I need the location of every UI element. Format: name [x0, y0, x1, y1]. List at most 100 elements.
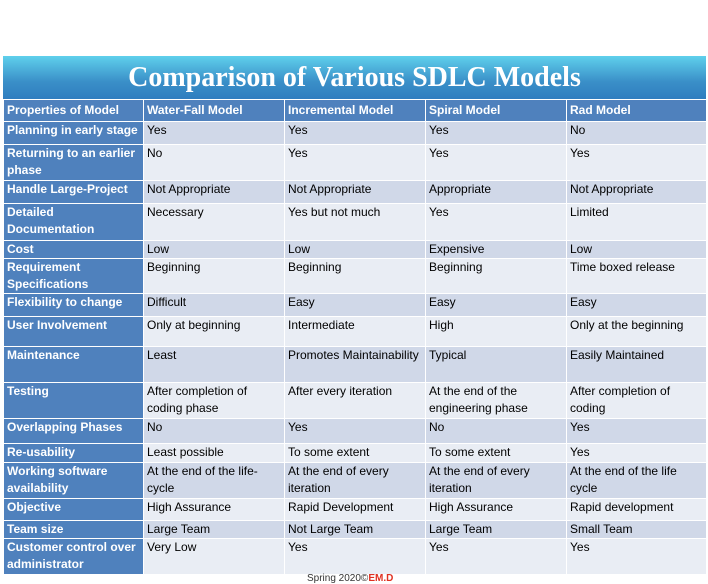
property-cell: Testing [3, 382, 144, 419]
table-cell: Not Appropriate [284, 180, 426, 204]
table-cell: After completion of coding [566, 382, 707, 419]
table-cell: Yes [143, 121, 285, 145]
table-cell: Only at the beginning [566, 316, 707, 347]
table-cell: Rapid Development [284, 498, 426, 521]
table-row: User Involvement Only at beginning Interme… [3, 316, 707, 347]
table-cell: Difficult [143, 293, 285, 317]
table-cell: Not Appropriate [143, 180, 285, 204]
table-cell: Limited [566, 203, 707, 241]
footer: Spring 2020©EM.D [307, 573, 393, 584]
table-cell: Necessary [143, 203, 285, 241]
table-cell: Beginning [284, 258, 426, 294]
header-cell: Incremental Model [284, 99, 426, 122]
table-cell: Small Team [566, 520, 707, 539]
property-cell: Customer control over administrator [3, 538, 144, 575]
table-cell: Low [143, 240, 285, 259]
footer-author: EM.D [368, 573, 394, 584]
table-row: Objective High Assurance Rapid Development… [3, 498, 707, 521]
table-cell: High [425, 316, 567, 347]
property-cell: Cost [3, 240, 144, 259]
property-cell: Objective [3, 498, 144, 521]
table-cell: Low [284, 240, 426, 259]
table-cell: Least [143, 346, 285, 383]
table-row: Requirement Specifications Beginning Begin… [3, 258, 707, 294]
table-row: Flexibility to change Difficult Easy Easy Ea… [3, 293, 707, 317]
table-cell: Yes [284, 538, 426, 575]
table-row: Cost Low Low Expensive Low [3, 240, 707, 259]
table-cell: Very Low [143, 538, 285, 575]
table-cell: Only at beginning [143, 316, 285, 347]
table-cell: Yes but not much [284, 203, 426, 241]
table-cell: To some extent [425, 443, 567, 463]
property-cell: Planning in early stage [3, 121, 144, 145]
header-cell: Properties of Model [3, 99, 144, 122]
table-cell: Easy [425, 293, 567, 317]
table-cell: Intermediate [284, 316, 426, 347]
table-cell: High Assurance [143, 498, 285, 521]
table-cell: At the end of every iteration [425, 462, 567, 499]
table-row: Handle Large-Project Not Appropriate Not A… [3, 180, 707, 204]
table-cell: Typical [425, 346, 567, 383]
table-cell: Yes [425, 203, 567, 241]
table-cell: Yes [284, 121, 426, 145]
table-cell: Yes [566, 144, 707, 181]
property-cell: Handle Large-Project [3, 180, 144, 204]
table-row: Overlapping Phases No Yes No Yes [3, 418, 707, 444]
header-row: Properties of Model Water-Fall Model Incre… [3, 99, 707, 122]
table-cell: Not Large Team [284, 520, 426, 539]
table-row: Team size Large Team Not Large Team Large T… [3, 520, 707, 539]
property-cell: Detailed Documentation [3, 203, 144, 241]
table-cell: Yes [425, 144, 567, 181]
property-cell: Re-usability [3, 443, 144, 463]
property-cell: Requirement Specifications [3, 258, 144, 294]
table-cell: No [143, 418, 285, 444]
footer-text: Spring 2020© [307, 573, 369, 584]
table-cell: Yes [566, 418, 707, 444]
table-cell: Yes [566, 443, 707, 463]
table-row: Working software availability At the end … [3, 462, 707, 499]
table-cell: High Assurance [425, 498, 567, 521]
table-cell: Low [566, 240, 707, 259]
header-cell: Spiral Model [425, 99, 567, 122]
table-cell: At the end of the life-cycle [143, 462, 285, 499]
table-row: Maintenance Least Promotes Maintainability… [3, 346, 707, 383]
table-cell: Yes [425, 538, 567, 575]
table-cell: After every iteration [284, 382, 426, 419]
table-cell: Expensive [425, 240, 567, 259]
property-cell: Returning to an earlier phase [3, 144, 144, 181]
table-cell: Yes [566, 538, 707, 575]
table-cell: At the end of every iteration [284, 462, 426, 499]
table-cell: Yes [284, 144, 426, 181]
table-cell: Promotes Maintainability [284, 346, 426, 383]
table-cell: Not Appropriate [566, 180, 707, 204]
property-cell: Working software availability [3, 462, 144, 499]
property-cell: User Involvement [3, 316, 144, 347]
table-row: Testing After completion of coding phase A… [3, 382, 707, 419]
table-cell: No [425, 418, 567, 444]
table-cell: No [566, 121, 707, 145]
table-cell: No [143, 144, 285, 181]
table-cell: Beginning [143, 258, 285, 294]
table-cell: At the end of the life cycle [566, 462, 707, 499]
table-cell: Easy [566, 293, 707, 317]
table-cell: Time boxed release [566, 258, 707, 294]
table-cell: Yes [425, 121, 567, 145]
table-cell: Rapid development [566, 498, 707, 521]
property-cell: Maintenance [3, 346, 144, 383]
table-row: Detailed Documentation Necessary Yes but n… [3, 203, 707, 241]
table-cell: Least possible [143, 443, 285, 463]
property-cell: Overlapping Phases [3, 418, 144, 444]
header-cell: Water-Fall Model [143, 99, 285, 122]
table-row: Planning in early stage Yes Yes Yes No [3, 121, 707, 145]
table-row: Returning to an earlier phase No Yes Yes Yes [3, 144, 707, 181]
table-cell: Large Team [425, 520, 567, 539]
slide: Comparison of Various SDLC Models Proper… [3, 56, 707, 575]
table-cell: Appropriate [425, 180, 567, 204]
comparison-table: Properties of Model Water-Fall Model Incre… [3, 99, 707, 575]
property-cell: Team size [3, 520, 144, 539]
table-cell: To some extent [284, 443, 426, 463]
table-cell: Yes [284, 418, 426, 444]
property-cell: Flexibility to change [3, 293, 144, 317]
slide-title: Comparison of Various SDLC Models [3, 56, 706, 99]
